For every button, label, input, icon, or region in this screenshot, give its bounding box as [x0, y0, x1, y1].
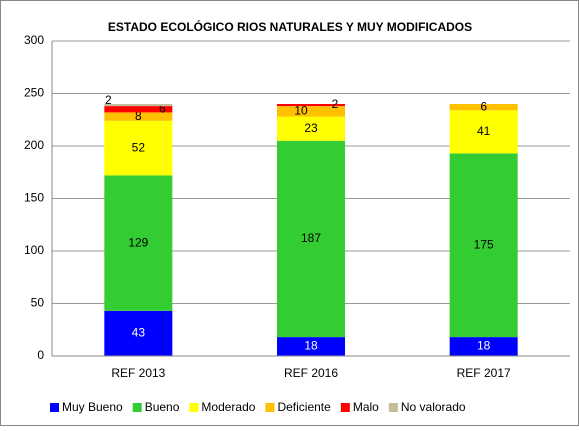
- x-tick-label: REF 2016: [284, 366, 338, 380]
- bar-segment: [104, 104, 173, 107]
- data-label: 18: [477, 339, 491, 353]
- bar-segment: [277, 140, 345, 338]
- data-label: 129: [128, 235, 148, 249]
- bar-segment: [277, 104, 345, 107]
- legend-swatch: [265, 403, 275, 412]
- bar-segment: [277, 116, 345, 141]
- data-label: 6: [480, 99, 487, 113]
- y-tick-label: 300: [24, 33, 44, 47]
- chart-title: ESTADO ECOLÓGICO RIOS NATURALES Y MUY MO…: [108, 19, 472, 34]
- x-tick-label: REF 2013: [111, 366, 165, 380]
- bar-segment: [104, 120, 173, 176]
- bar-segment: [449, 104, 518, 111]
- x-tick-label: REF 2017: [457, 366, 511, 380]
- data-label: 10: [294, 104, 308, 118]
- y-tick-label: 50: [31, 296, 45, 310]
- y-tick-label: 150: [24, 191, 44, 205]
- legend-label: Malo: [353, 400, 379, 414]
- data-label: 41: [477, 124, 491, 138]
- data-label: 8: [135, 109, 142, 123]
- bar-segment: [104, 310, 173, 356]
- bar-segment: [104, 112, 173, 121]
- legend-label: No valorado: [401, 400, 466, 414]
- legend-label: Moderado: [201, 400, 255, 414]
- legend-label: Deficiente: [277, 400, 331, 414]
- data-label: 175: [474, 237, 494, 251]
- data-label: 23: [304, 121, 318, 135]
- bar-segment: [449, 110, 518, 154]
- data-label: 187: [301, 231, 321, 245]
- bar-segment: [449, 337, 518, 356]
- legend-label: Bueno: [145, 400, 180, 414]
- legend-swatch: [388, 403, 398, 412]
- legend-swatch: [189, 403, 199, 412]
- bar-segment: [277, 106, 345, 117]
- data-label: 43: [132, 326, 146, 340]
- legend-swatch: [340, 403, 350, 412]
- data-label: 2: [332, 97, 339, 111]
- bar-segment: [449, 153, 518, 338]
- bar-segment: [104, 106, 173, 113]
- bar-segment: [277, 337, 345, 356]
- bar-segment: [104, 175, 173, 311]
- legend-swatch: [50, 403, 59, 412]
- legend-label: Muy Bueno: [62, 400, 123, 414]
- y-tick-label: 250: [24, 86, 44, 100]
- y-tick-label: 200: [24, 138, 44, 152]
- y-tick-label: 0: [37, 348, 44, 362]
- data-label: 52: [132, 140, 146, 154]
- y-tick-label: 100: [24, 243, 44, 257]
- data-label: 18: [304, 339, 318, 353]
- data-label: 6: [159, 101, 166, 115]
- legend-swatch: [132, 403, 142, 412]
- data-label: 2: [105, 93, 112, 107]
